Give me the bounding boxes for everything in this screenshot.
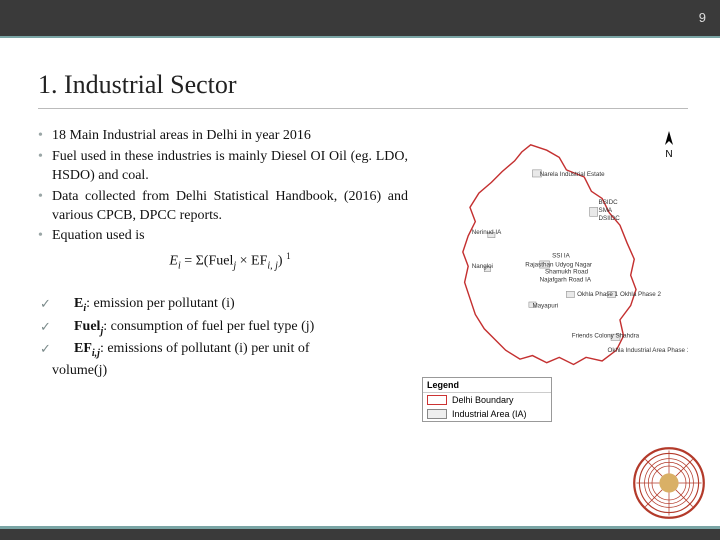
legend-label: Delhi Boundary xyxy=(452,395,514,405)
institute-logo xyxy=(632,446,706,520)
eq-ef-sub: i, j xyxy=(267,261,278,272)
def-rest: : emission per pollutant (i) xyxy=(86,296,235,311)
bullet-item: Fuel used in these industries is mainly … xyxy=(38,148,408,186)
text-column: 18 Main Industrial areas in Delhi in yea… xyxy=(38,127,408,382)
legend: Legend Delhi Boundary Industrial Area (I… xyxy=(422,377,552,422)
legend-label: Industrial Area (IA) xyxy=(452,409,527,419)
map-label: Nangloi xyxy=(472,263,493,270)
bullet-item: 18 Main Industrial areas in Delhi in yea… xyxy=(38,127,408,146)
bullet-text: Equation used is xyxy=(52,228,145,243)
delhi-map: Narela Industrial Estate BSIDCSMADSIIDC Ne… xyxy=(418,127,688,377)
legend-row: Delhi Boundary xyxy=(423,393,551,407)
compass-label: N xyxy=(665,149,672,160)
map-label: Shamukh Road xyxy=(545,268,589,275)
eq-sym: = Σ(Fuel xyxy=(181,254,234,269)
def-term: E xyxy=(74,296,83,311)
content-row: 18 Main Industrial areas in Delhi in yea… xyxy=(0,127,720,382)
map-label: Narela Industrial Estate xyxy=(540,171,605,178)
map-label: Friends Colony Shahdra xyxy=(572,333,640,340)
map-label: DSIIDC xyxy=(599,215,621,222)
definition-item: EFi,j: emissions of pollutant (i) per un… xyxy=(38,340,408,360)
map-label: Okhla Industrial Area Phase 1 xyxy=(607,347,688,354)
map-labels: Narela Industrial Estate BSIDCSMADSIIDC Ne… xyxy=(472,171,688,354)
compass-icon: N xyxy=(658,127,680,161)
map-label: SSI IA xyxy=(552,252,571,259)
def-rest: : consumption of fuel per fuel type (j) xyxy=(103,319,314,334)
page-title: 1. Industrial Sector xyxy=(38,70,688,109)
def-term: EF xyxy=(74,341,92,356)
legend-row: Industrial Area (IA) xyxy=(423,407,551,421)
map-label: Mayapuri xyxy=(532,302,558,309)
legend-title: Legend xyxy=(423,378,551,393)
definition-item: Fuelj: consumption of fuel per fuel type… xyxy=(38,318,408,338)
bullet-item: Data collected from Delhi Statistical Ha… xyxy=(38,188,408,226)
header-bar: 9 xyxy=(0,0,720,38)
industrial-area xyxy=(590,207,598,216)
eq-close: ) xyxy=(278,254,286,269)
bullet-item: Equation used is Ei = Σ(Fuelj × EFi, j) … xyxy=(38,227,408,273)
page-number: 9 xyxy=(699,10,706,25)
eq-footnote: 1 xyxy=(286,251,291,261)
map-label: Okhla Phase 1 xyxy=(577,291,619,298)
def-term-sub: i,j xyxy=(92,348,100,359)
legend-swatch-boundary xyxy=(427,395,447,405)
map-label: Rajasthan Udyog Nagar xyxy=(525,261,592,268)
definition-item: Ei: emission per pollutant (i) xyxy=(38,295,408,315)
equation: Ei = Σ(Fuelj × EFi, j) 1 xyxy=(52,250,408,273)
bullet-list: 18 Main Industrial areas in Delhi in yea… xyxy=(38,127,408,273)
eq-mid: × EF xyxy=(236,254,267,269)
map-label: Okhla Phase 2 xyxy=(620,291,662,298)
map-label: Najafgarh Road IA xyxy=(540,276,592,283)
footer-bar xyxy=(0,526,720,540)
definition-tail: volume(j) xyxy=(38,362,408,381)
map-label: BSIDC xyxy=(599,199,619,206)
map-column: N Narela Industrial Estate BSIDCSMADSIIDC… xyxy=(418,127,698,382)
definition-list: Ei: emission per pollutant (i) Fuelj: co… xyxy=(38,295,408,381)
def-term: Fuel xyxy=(74,319,100,334)
def-rest: : emissions of pollutant (i) per unit of xyxy=(100,341,310,356)
map-label: Nerinud IA xyxy=(472,229,502,236)
legend-swatch-area xyxy=(427,409,447,419)
industrial-area xyxy=(566,291,574,297)
eq-lhs: E xyxy=(169,254,178,269)
map-label: SMA xyxy=(599,207,613,214)
